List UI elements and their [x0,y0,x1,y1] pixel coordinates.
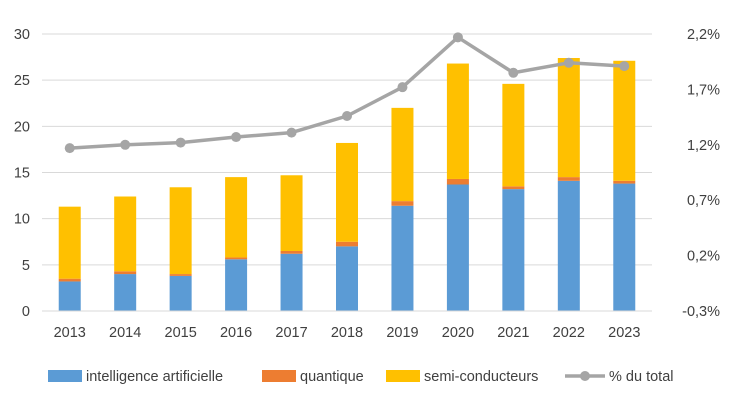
x-tick-label: 2014 [109,325,141,341]
bar-semi-conducteurs [169,187,192,275]
x-tick-label: 2017 [275,325,307,341]
bar-quantique [557,177,580,181]
x-tick-label: 2021 [497,325,529,341]
line-pct-du-total [69,35,625,150]
line-point [563,57,574,68]
x-tick-label: 2020 [442,325,474,341]
line-point [286,127,297,138]
bar-semi-conducteurs [225,177,248,258]
bar-semi-conducteurs [613,60,636,181]
x-tick-label: 2023 [608,325,640,341]
legend-label-quantique: quantique [300,369,364,385]
bar-intelligence-artificielle [169,275,192,311]
legend: intelligence artificielle quantique semi-c… [48,369,674,385]
bar-intelligence-artificielle [613,183,636,311]
bar-quantique [58,278,81,282]
percent-line [64,32,630,154]
bar-semi-conducteurs [446,63,469,179]
bar-intelligence-artificielle [225,259,248,311]
bar-semi-conducteurs [114,196,137,272]
line-point [231,132,242,143]
bar-intelligence-artificielle [336,246,358,311]
bar-quantique [391,201,414,206]
y-left-tick-label: 20 [14,119,30,135]
bar-intelligence-artificielle [58,281,81,311]
line-point [508,67,519,78]
bar-quantique [225,257,248,260]
bar-semi-conducteurs [336,142,358,242]
y-right-tick-label: 0,2% [687,249,720,265]
line-point [619,61,630,72]
x-tick-label: 2019 [386,325,418,341]
legend-swatch-semi-conducteurs [386,370,420,382]
legend-swatch-intelligence-artificielle [48,370,82,382]
y-right-tick-label: 1,7% [687,82,720,98]
bar-quantique [336,241,358,247]
y-left-tick-label: 5 [22,258,30,274]
bar-intelligence-artificielle [502,189,525,311]
y-left-tick-label: 15 [14,166,30,182]
y-left-tick-label: 10 [14,212,30,228]
y-left-tick-label: 0 [22,304,30,320]
y-right-tick-label: -0,3% [682,304,720,320]
bar-semi-conducteurs [58,206,81,279]
x-tick-label: 2016 [220,325,252,341]
legend-label-pct-du-total: % du total [609,369,674,385]
bar-semi-conducteurs [280,175,303,251]
y-right-tick-label: 0,7% [687,193,720,209]
bar-quantique [114,271,137,275]
bar-intelligence-artificielle [280,253,303,311]
bar-quantique [280,250,303,254]
line-point [64,143,75,154]
line-point [120,139,131,150]
line-point [452,32,463,43]
bar-quantique [502,186,525,190]
line-point [175,137,186,148]
bar-intelligence-artificielle [391,205,414,311]
bar-semi-conducteurs [502,83,525,187]
legend-label-semi-conducteurs: semi-conducteurs [424,369,538,385]
y-left-tick-label: 25 [14,73,30,89]
line-point [342,110,352,121]
y-left-tick-label: 30 [14,27,30,43]
x-tick-label: 2022 [553,325,585,341]
bar-intelligence-artificielle [114,274,137,311]
bar-quantique [446,178,469,185]
x-tick-label: 2018 [331,325,363,341]
y-right-tick-label: 1,2% [687,138,720,154]
legend-label-intelligence-artificielle: intelligence artificielle [86,369,223,385]
x-tick-label: 2013 [54,325,86,341]
bar-quantique [613,180,636,184]
bar-intelligence-artificielle [557,180,580,311]
line-point [397,82,408,93]
y-right-tick-label: 2,2% [687,27,720,43]
legend-swatch-quantique [262,370,296,382]
bar-semi-conducteurs [557,58,580,178]
legend-marker-pct-du-total [580,371,590,381]
bar-intelligence-artificielle [446,184,469,311]
bar-semi-conducteurs [391,107,414,202]
bar-quantique [169,274,192,276]
x-tick-label: 2015 [165,325,197,341]
axes: 0 5 10 15 20 25 30 -0,3% 0,2% 0,7% 1,2% 1,7% 2,2% 201… [14,27,720,341]
bars [58,58,636,311]
